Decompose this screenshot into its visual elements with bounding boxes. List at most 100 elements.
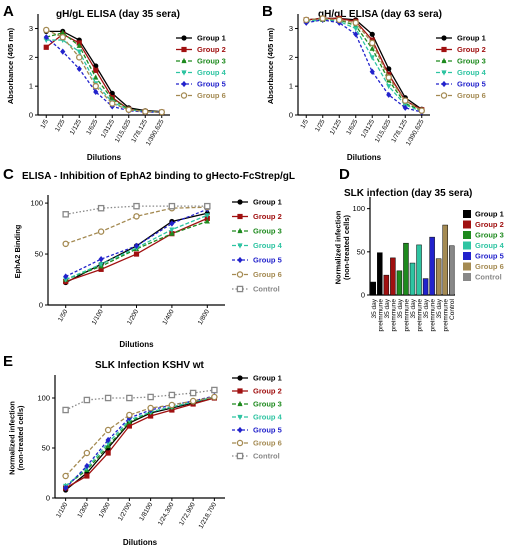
chart-e-legend-label-control: Control — [253, 452, 280, 461]
chart-a-legend-label-group-3: Group 3 — [197, 57, 226, 66]
chart-e-legend-marker-group-3 — [237, 400, 243, 407]
chart-e-legend-label-group-6: Group 6 — [253, 439, 282, 448]
chart-b-legend-marker-group-6 — [440, 92, 448, 99]
chart-a-point-group-5 — [93, 88, 99, 96]
panel-title-b: gH/gL ELISA (day 63 sera) — [318, 9, 442, 20]
chart-e-legend-marker-group-4 — [237, 414, 243, 421]
chart-a-legend-label-group-6: Group 6 — [197, 91, 226, 100]
chart-d-bar-group-4-preimmune — [416, 244, 422, 296]
chart-c-point-control — [62, 211, 69, 218]
chart-e-legend-marker-group-1 — [237, 375, 243, 381]
chart-e-point-control — [83, 396, 91, 404]
chart-e-y-tick-label: 50 — [42, 444, 50, 453]
chart-b-y-tick-label: 0 — [289, 111, 293, 120]
chart-c-x-label: Dilutions — [119, 340, 154, 349]
chart-e-point-control — [189, 389, 197, 397]
chart-a-point-group-5 — [76, 65, 82, 72]
chart-e-point-group-6 — [83, 449, 91, 457]
chart-c-legend-label-group-3: Group 3 — [253, 227, 282, 236]
chart-c-legend-marker-group-4 — [237, 243, 243, 249]
chart-d-bar-group-3-35-day — [396, 270, 403, 296]
chart-e-legend-label-group-2: Group 2 — [253, 387, 282, 396]
chart-c-series-line-group-4 — [65, 214, 208, 281]
chart-d-y-tick-label: 0 — [361, 291, 365, 300]
chart-d-x-tick-label: 35 day — [397, 298, 404, 318]
chart-e-legend-label-group-5: Group 5 — [253, 426, 282, 435]
chart-d-legend-swatch-group-2 — [463, 220, 471, 229]
chart-b-legend-label-group-5: Group 5 — [457, 80, 486, 89]
chart-e-x-tick-label: 1/8100 — [138, 501, 154, 522]
chart-d-legend-label-control: Control — [475, 273, 502, 282]
chart-b-legend-label-group-3: Group 3 — [457, 57, 486, 66]
chart-a-y-tick-label: 1 — [29, 82, 33, 91]
chart-d-x-tick-label: 35 day — [384, 298, 391, 318]
panel-letter-d: D — [339, 166, 350, 183]
chart-a-legend-marker-group-5 — [181, 80, 187, 88]
chart-a-legend-marker-group-1 — [181, 35, 187, 41]
chart-b-point-group-6 — [369, 39, 376, 47]
chart-b-point-group-6 — [352, 19, 360, 27]
chart-b-y-tick-label: 2 — [289, 53, 293, 62]
chart-b-point-group-5 — [353, 31, 359, 38]
chart-d-x-tick-label: 35 day — [436, 298, 443, 318]
chart-c-legend-label-group-6: Group 6 — [253, 270, 282, 279]
chart-d-legend-label-group-3: Group 3 — [475, 231, 504, 240]
chart-e-x-tick-label: 1/24,300 — [157, 501, 176, 527]
chart-e-x-tick-label: 1/218,700 — [198, 501, 219, 530]
panel-letter-a: A — [3, 3, 14, 20]
chart-d-legend-label-group-6: Group 6 — [475, 262, 504, 271]
chart-e-legend-marker-control — [236, 452, 244, 460]
chart-b-point-group-5 — [369, 68, 375, 75]
chart-b-legend-marker-group-2 — [441, 46, 447, 53]
chart-b-point-group-5 — [386, 91, 392, 98]
chart-e-x-tick-label: 1/900 — [98, 501, 112, 519]
chart-c-point-group-3 — [169, 230, 175, 236]
chart-d-legend-swatch-group-6 — [463, 262, 471, 271]
chart-a-legend-marker-group-2 — [181, 46, 187, 53]
chart-e-point-control — [126, 394, 133, 402]
chart-c-point-group-4 — [98, 262, 104, 268]
chart-b-point-group-1 — [386, 66, 392, 72]
chart-b-point-group-6 — [401, 97, 409, 104]
chart-d-bar-control-control — [448, 245, 455, 296]
chart-a-point-group-2 — [93, 67, 99, 73]
chart-e-y-tick-label: 0 — [46, 494, 50, 503]
chart-e-y-tick-label: 100 — [37, 394, 50, 403]
chart-c-series-line-group-6 — [65, 206, 208, 245]
chart-c-x-tick-label: 1/400 — [161, 308, 175, 326]
chart-a-x-tick-label: 1/3125 — [100, 118, 116, 139]
chart-e-series-line-group-4 — [65, 396, 215, 487]
chart-e: 0 50 100 1/100 1/300 1/900 1/2700 1/8100 1/24,30… — [7, 374, 282, 548]
chart-a-point-group-6 — [76, 54, 83, 61]
chart-d-bar-group-3-preimmune — [403, 242, 409, 296]
chart-a-legend-label-group-1: Group 1 — [197, 34, 226, 43]
chart-c-point-control — [97, 204, 105, 212]
chart-e-point-group-5 — [84, 462, 90, 470]
chart-c-legend-marker-group-2 — [237, 213, 243, 220]
chart-a-x-tick-label: 1/25 — [54, 118, 67, 133]
chart-d-legend-label-group-1: Group 1 — [475, 210, 504, 219]
chart-a-series-line-group-3 — [46, 32, 162, 113]
chart-a-series-line-group-5 — [45, 36, 162, 113]
chart-e-point-group-2 — [126, 423, 132, 429]
chart-b-x-tick-label: 1/125 — [329, 118, 343, 136]
chart-e-legend-label-group-1: Group 1 — [253, 374, 282, 383]
chart-c-point-group-6 — [133, 213, 140, 220]
panel-letter-b: B — [262, 3, 273, 20]
chart-d-x-tick-label: 35 day — [423, 298, 430, 318]
chart-b-x-tick-label: 1/25 — [314, 118, 327, 133]
chart-a-legend-label-group-5: Group 5 — [197, 80, 226, 89]
chart-e-legend-marker-group-2 — [237, 388, 243, 394]
chart-a-x-tick-label: 1/125 — [69, 118, 83, 136]
chart-d-x-tick-label: preimmune — [390, 299, 397, 332]
chart-b-legend-marker-group-3 — [441, 57, 447, 64]
panel-title-d: SLK infection (day 35 sera) — [344, 188, 473, 199]
chart-b-point-group-5 — [402, 104, 408, 111]
chart-e-series-line-group-6 — [65, 396, 215, 477]
chart-e-series-line-control — [65, 389, 215, 411]
chart-b-legend-marker-group-5 — [441, 80, 447, 88]
chart-d-x-tick-label: 35 day — [410, 298, 417, 318]
chart-c-y-tick-label: 0 — [39, 301, 43, 310]
chart-e-x-tick-label: 1/300 — [76, 501, 90, 519]
